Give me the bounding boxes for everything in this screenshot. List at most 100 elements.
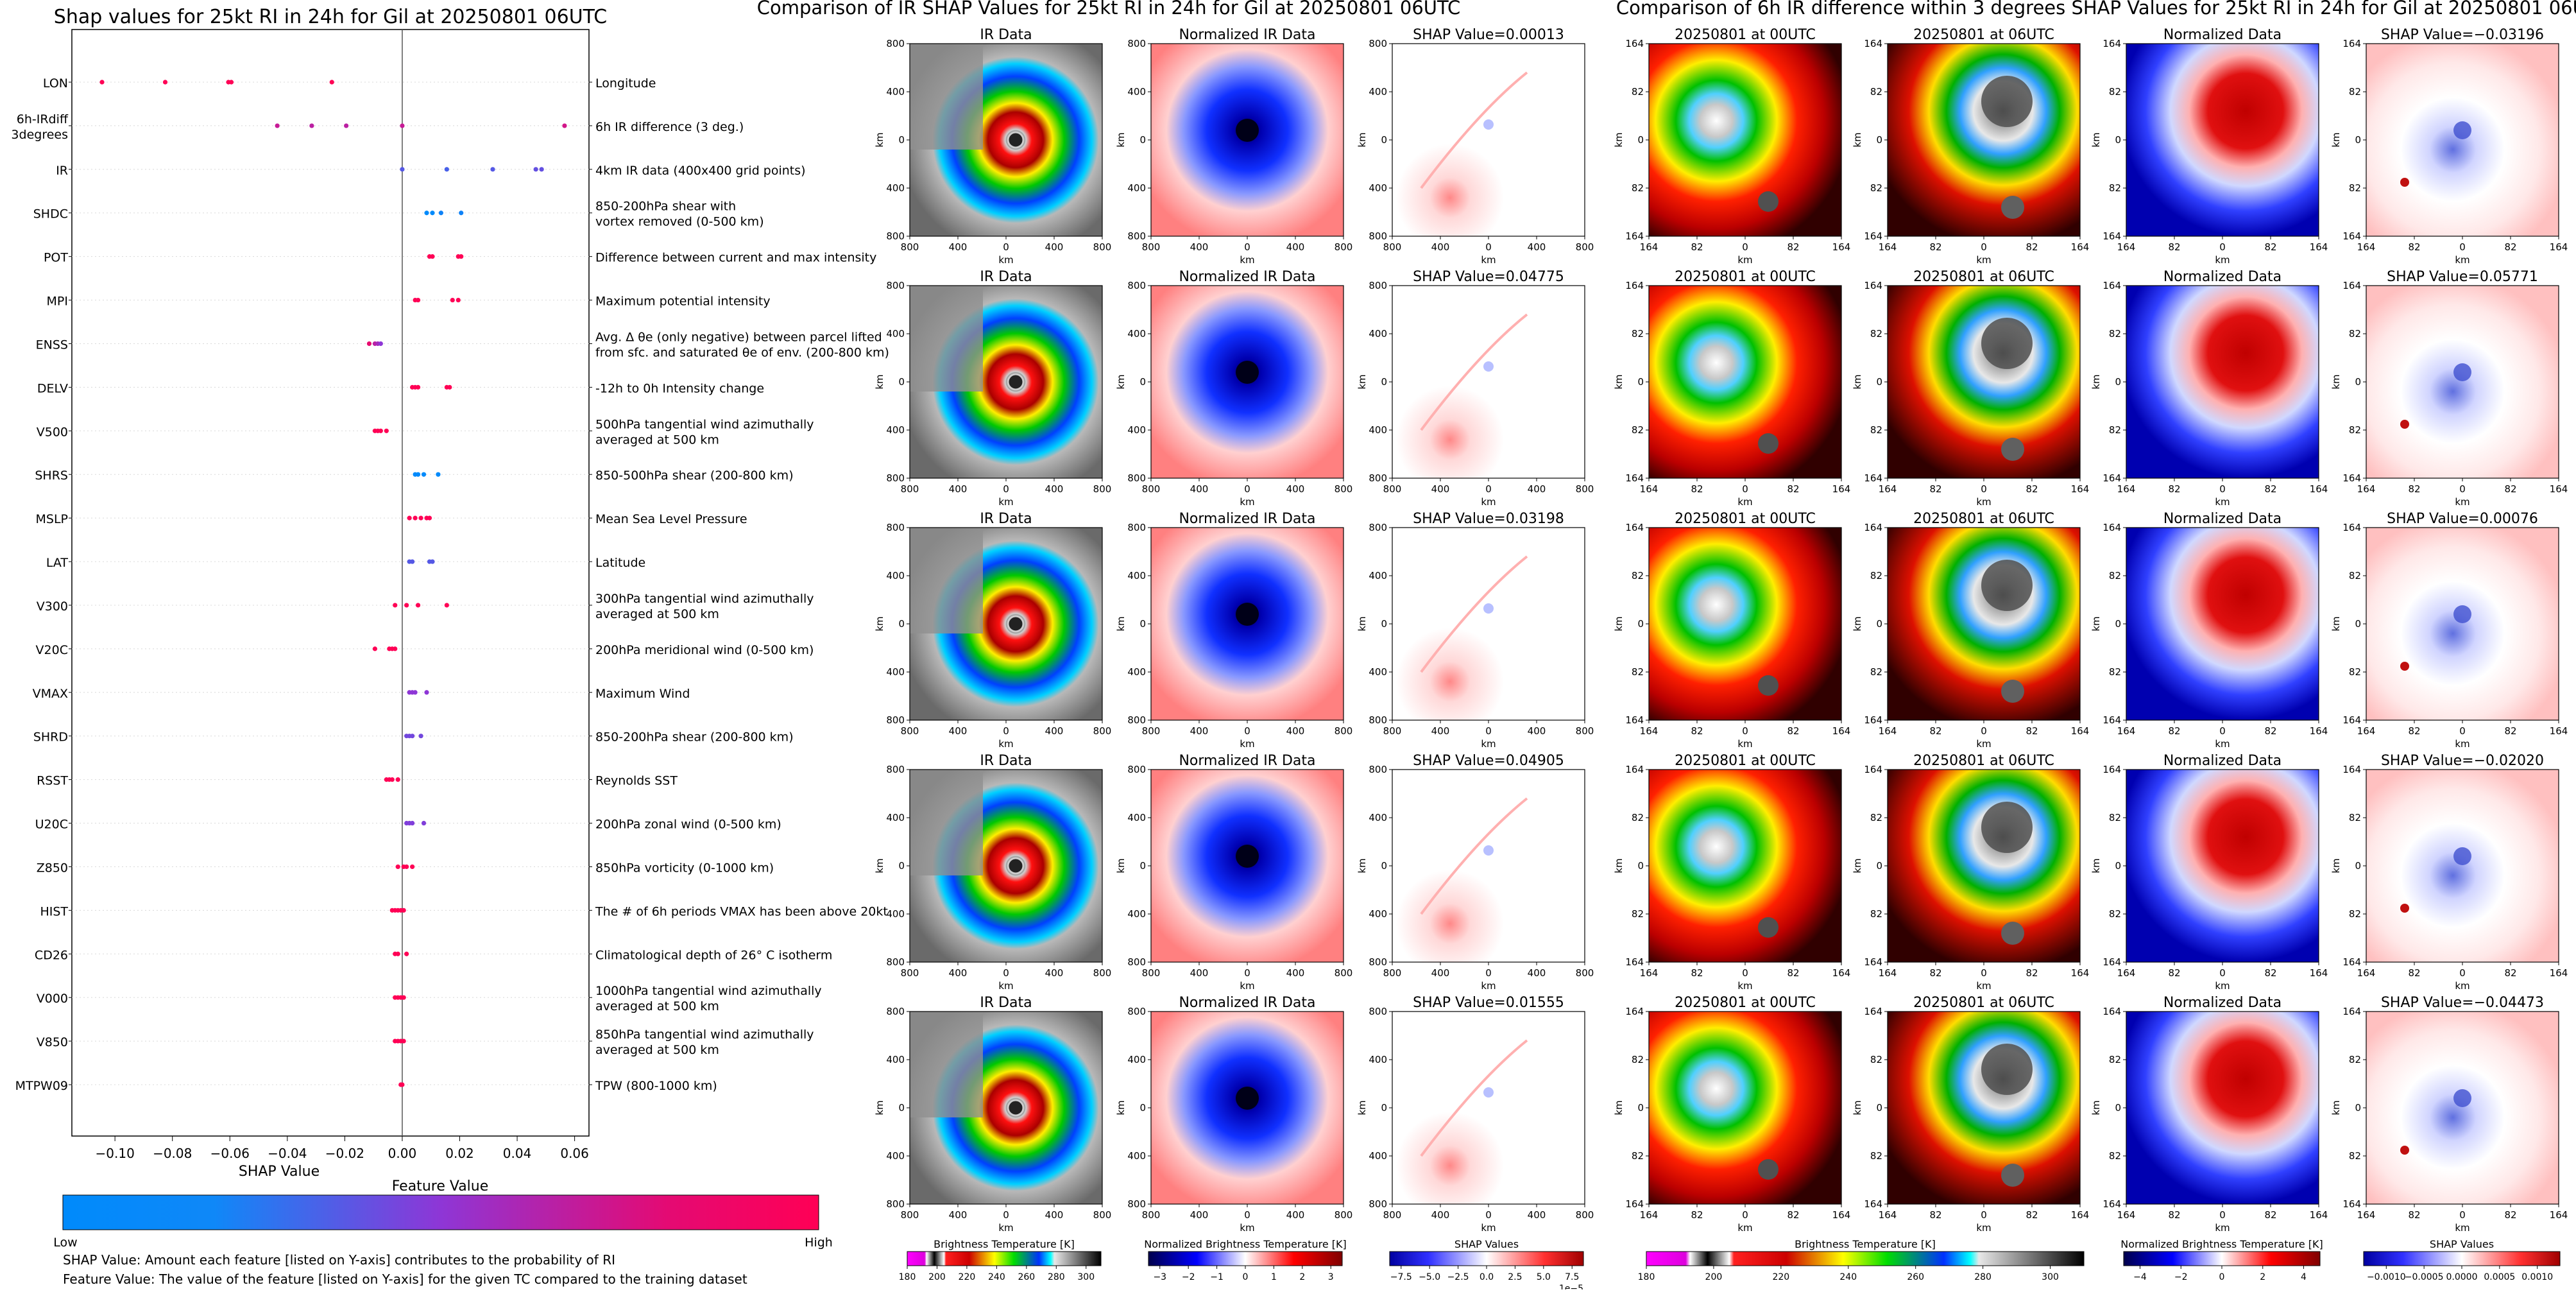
colorbar-high-label: High	[805, 1236, 833, 1250]
panel-y-tick-label: 400	[886, 908, 905, 920]
panel-y-tick-label: 164	[2103, 522, 2121, 533]
colorbar: Normalized Brightness Temperature [K] −3 −…	[1144, 1238, 1347, 1282]
panel-x-axis-label: km	[1481, 1222, 1496, 1234]
panel-x-tick-label: 82	[1929, 967, 1941, 979]
panel-x-axis-label: km	[1737, 1222, 1752, 1234]
normalized-eye	[1236, 119, 1259, 142]
shap-point	[459, 211, 464, 216]
panel-x-tick-label: 800	[1383, 967, 1402, 979]
panel-x-axis-label: km	[2215, 738, 2230, 750]
panel-y-tick-label: 0	[2115, 618, 2121, 630]
panel-y-tick-label: 0	[1876, 860, 1882, 872]
feature-description-label: 6h IR difference (3 deg.)	[595, 120, 744, 134]
panel-x-axis-label: km	[998, 1222, 1013, 1234]
colorbar-tick-label: −4	[2133, 1272, 2147, 1282]
colorbar-tick-label: 2	[1299, 1272, 1305, 1282]
panel-y-tick-label: 800	[1127, 1198, 1146, 1210]
image-panel: 20250801 at 00UTC1641648282008282164164k…	[1613, 269, 1850, 508]
colorbar-strip	[907, 1251, 1102, 1266]
panel-x-tick-label: 400	[1528, 967, 1546, 979]
colorbar-tick-label: −5.0	[1419, 1272, 1440, 1282]
image-panel: SHAP Value=0.049058008004004000040040080…	[1356, 753, 1594, 992]
panel-x-axis-label: km	[1240, 254, 1254, 266]
feature-row: RSST Reynolds SST	[37, 774, 678, 788]
panel-y-tick-label: 800	[1369, 472, 1387, 484]
shap-pos-spot	[2400, 420, 2409, 429]
panel-x-tick-label: 164	[2550, 725, 2568, 737]
panel-y-tick-label: 400	[1127, 1150, 1146, 1162]
panel-x-tick-label: 0	[2459, 1209, 2466, 1221]
panel-y-axis-label: km	[2330, 1100, 2342, 1115]
panel-title: SHAP Value=0.04905	[1413, 753, 1564, 769]
panel-y-tick-label: 164	[2342, 38, 2361, 49]
panel-x-tick-label: 800	[1576, 1209, 1594, 1221]
panel-x-tick-label: 400	[1286, 967, 1305, 979]
panel-y-tick-label: 400	[1127, 182, 1146, 194]
panel-image	[1392, 528, 1585, 720]
image-panel: Normalized Data1641648282008282164164kmk…	[2090, 995, 2328, 1234]
panel-y-axis-label: km	[1356, 132, 1368, 147]
panel-x-tick-label: 0	[1244, 1209, 1250, 1221]
feature-name-label: IR	[56, 164, 68, 178]
panel-y-tick-label: 0	[1637, 860, 1644, 872]
shap-point	[395, 777, 400, 782]
x-tick-label: −0.10	[96, 1146, 135, 1161]
panel-y-tick-label: 164	[2103, 764, 2121, 775]
shap-point	[418, 734, 423, 739]
panel-y-tick-label: 82	[2109, 1054, 2121, 1065]
panel-y-tick-label: 82	[1632, 182, 1644, 194]
image-panel: SHAP Value=0.015558008004004000040040080…	[1356, 995, 1594, 1234]
panel-x-tick-label: 0	[2219, 241, 2226, 253]
panel-y-axis-label: km	[2330, 132, 2342, 147]
panel-x-tick-label: 400	[1431, 241, 1450, 253]
panel-x-axis-label: km	[1240, 496, 1254, 508]
panel-x-tick-label: 164	[2117, 241, 2136, 253]
panel-x-tick-label: 400	[1431, 967, 1450, 979]
panel-x-tick-label: 400	[1286, 483, 1305, 495]
feature-description-label: Reynolds SST	[595, 774, 678, 788]
panel-y-axis-label: km	[874, 616, 885, 631]
panel-image	[1649, 528, 1841, 720]
panel-y-tick-label: 0	[1876, 1102, 1882, 1114]
panel-y-axis-label: km	[2090, 616, 2102, 631]
shap-point	[228, 80, 234, 85]
panel-x-tick-label: 400	[1190, 725, 1209, 737]
panel-y-tick-label: 800	[886, 280, 905, 291]
panel-x-axis-label: km	[1976, 254, 1991, 266]
cold-cloud-top	[1758, 917, 1778, 938]
panel-image	[1888, 44, 2080, 236]
feature-name-label: V20C	[36, 643, 68, 657]
panel-y-tick-label: 400	[886, 1054, 905, 1065]
panel-x-tick-label: 82	[2264, 725, 2276, 737]
feature-name-label: HIST	[40, 904, 68, 918]
colorbar-tick-label: 260	[1018, 1272, 1035, 1282]
shap-point	[410, 864, 415, 870]
image-panel: Normalized IR Data8008004004000040040080…	[1115, 27, 1352, 266]
panel-x-tick-label: 82	[1929, 725, 1941, 737]
panel-x-tick-label: 800	[1383, 483, 1402, 495]
panel-y-axis-label: km	[1852, 132, 1863, 147]
shap-pos-spot	[2400, 178, 2409, 187]
colorbar-tick-label: 300	[2042, 1272, 2059, 1282]
panel-y-tick-label: 800	[1369, 956, 1387, 968]
shap-point	[413, 690, 418, 695]
panel-x-tick-label: 164	[2357, 483, 2376, 495]
panel-y-axis-label: km	[2330, 858, 2342, 873]
feature-name-label: VMAX	[33, 687, 68, 701]
panel-image	[2366, 770, 2559, 962]
feature-name-label: SHRS	[35, 469, 68, 483]
shap-point	[415, 384, 421, 390]
image-panel: SHAP Value=0.000761641648282008282164164…	[2330, 511, 2568, 750]
panel-y-tick-label: 164	[2342, 1198, 2361, 1210]
feature-description-label: Difference between current and max inten…	[595, 251, 876, 265]
panel-y-tick-label: 400	[1369, 86, 1387, 98]
colorbar-label: Normalized Brightness Temperature [K]	[2120, 1238, 2323, 1250]
panel-x-tick-label: 82	[1929, 1209, 1941, 1221]
panel-y-tick-label: 82	[2109, 666, 2121, 678]
panel-x-axis-label: km	[1481, 980, 1496, 992]
panel-x-tick-label: 164	[2117, 967, 2136, 979]
colorbar-tick-label: 220	[959, 1272, 976, 1282]
feature-name-label: Z850	[37, 861, 68, 875]
